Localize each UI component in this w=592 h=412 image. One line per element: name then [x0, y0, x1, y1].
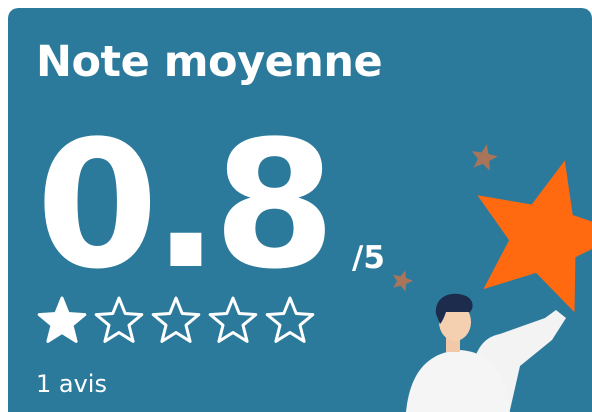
- body: [406, 350, 510, 412]
- card: Note moyenne 0.8 /5 1 avis: [8, 8, 592, 412]
- score: 0.8: [36, 103, 330, 308]
- score-scale: /5: [352, 240, 385, 276]
- star-empty: [208, 296, 258, 343]
- review-count: 1 avis: [36, 370, 107, 398]
- hair: [435, 293, 473, 324]
- face: [439, 303, 471, 341]
- star-empty: [265, 296, 315, 343]
- small-star: [471, 144, 498, 171]
- star-filled: [37, 296, 87, 343]
- star-empty: [151, 296, 201, 343]
- big-star: [477, 160, 592, 313]
- star-empty: [94, 296, 144, 343]
- illustration: [393, 144, 592, 412]
- card-title: Note moyenne: [36, 37, 382, 87]
- small-star: [393, 270, 413, 292]
- star-rating: [37, 296, 315, 343]
